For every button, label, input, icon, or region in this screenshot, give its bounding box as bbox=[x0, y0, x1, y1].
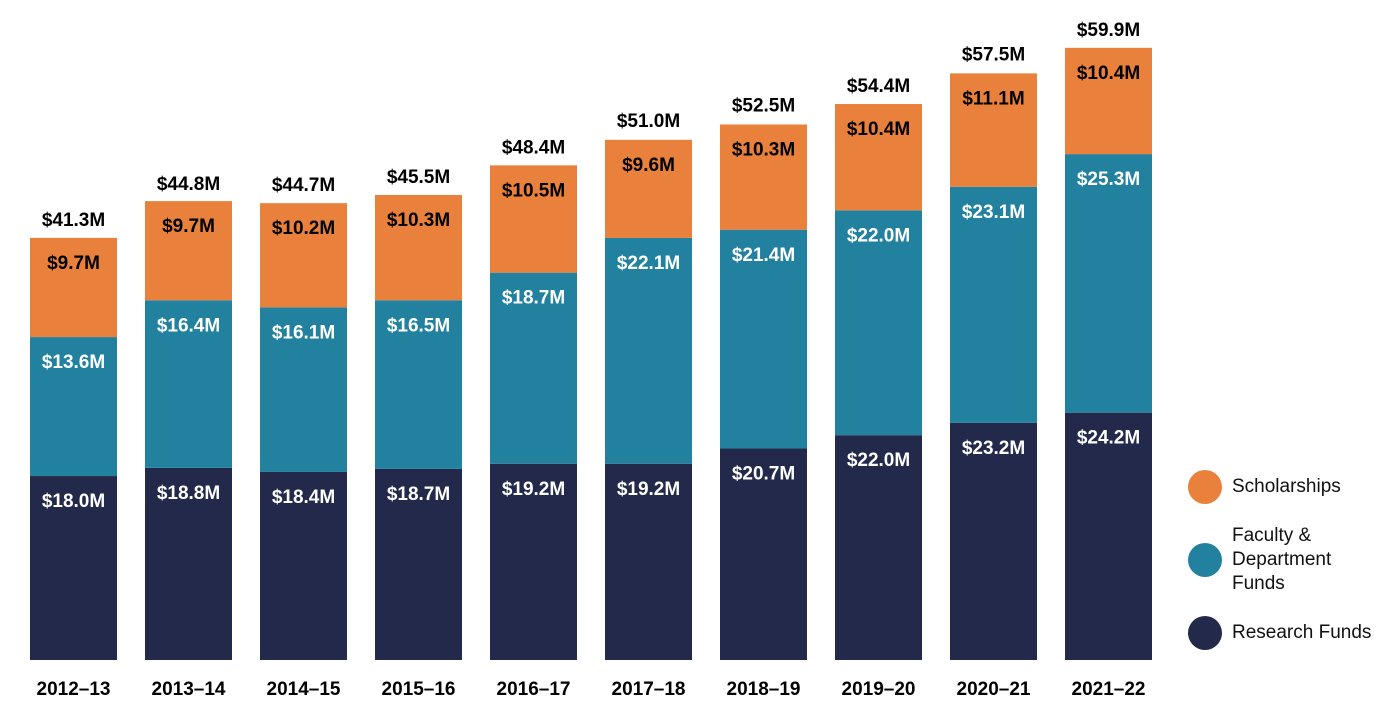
value-label: $16.1M bbox=[272, 322, 335, 343]
x-tick-label: 2015–16 bbox=[382, 679, 456, 700]
value-label: $10.4M bbox=[1077, 63, 1140, 84]
value-label: $18.8M bbox=[157, 483, 220, 504]
total-label: $57.5M bbox=[962, 44, 1025, 65]
bar-segment bbox=[1065, 47, 1152, 155]
legend: Scholarships Faculty & Department Funds Re… bbox=[1188, 470, 1371, 670]
bar-segment bbox=[1065, 154, 1152, 413]
x-tick-label: 2019–20 bbox=[842, 679, 916, 700]
value-label: $18.4M bbox=[272, 487, 335, 508]
bar-segment bbox=[605, 139, 692, 238]
legend-swatch bbox=[1188, 543, 1222, 577]
bar-segment bbox=[145, 467, 232, 660]
legend-item: Research Funds bbox=[1188, 616, 1371, 650]
bar-segment bbox=[30, 337, 117, 477]
total-label: $48.4M bbox=[502, 137, 565, 158]
bar-segment bbox=[605, 463, 692, 660]
legend-label: Research Funds bbox=[1232, 622, 1372, 643]
total-label: $52.5M bbox=[732, 95, 795, 116]
bar-segment bbox=[720, 448, 807, 660]
bar-segment bbox=[835, 210, 922, 436]
value-label: $19.2M bbox=[617, 479, 680, 500]
value-label: $24.2M bbox=[1077, 428, 1140, 449]
bar-segment bbox=[375, 468, 462, 660]
bar-segment bbox=[720, 124, 807, 230]
bar-segment bbox=[605, 237, 692, 464]
value-label: $10.4M bbox=[847, 119, 910, 140]
value-label: $23.2M bbox=[962, 438, 1025, 459]
bar-segment bbox=[950, 73, 1037, 187]
value-label: $22.0M bbox=[847, 225, 910, 246]
x-tick-label: 2020–21 bbox=[957, 679, 1031, 700]
value-label: $10.2M bbox=[272, 218, 335, 239]
value-label: $18.7M bbox=[502, 288, 565, 309]
value-label: $23.1M bbox=[962, 202, 1025, 223]
value-label: $25.3M bbox=[1077, 169, 1140, 190]
legend-item: Scholarships bbox=[1188, 470, 1371, 504]
x-tick-label: 2012–13 bbox=[37, 679, 111, 700]
value-label: $19.2M bbox=[502, 479, 565, 500]
bar-segment bbox=[490, 272, 577, 464]
value-label: $16.4M bbox=[157, 315, 220, 336]
value-label: $18.0M bbox=[42, 491, 105, 512]
value-label: $21.4M bbox=[732, 245, 795, 266]
bar-segment bbox=[720, 229, 807, 449]
x-tick-label: 2017–18 bbox=[612, 679, 686, 700]
value-label: $22.1M bbox=[617, 253, 680, 274]
value-label: $10.5M bbox=[502, 180, 565, 201]
bar-segment bbox=[835, 435, 922, 660]
value-label: $11.1M bbox=[962, 88, 1024, 109]
value-label: $20.7M bbox=[732, 463, 795, 484]
total-label: $51.0M bbox=[617, 111, 680, 132]
bar-segment bbox=[375, 194, 462, 301]
bar-segment bbox=[260, 307, 347, 472]
x-tick-label: 2018–19 bbox=[727, 679, 801, 700]
total-label: $54.4M bbox=[847, 76, 910, 97]
bar-segment bbox=[375, 300, 462, 469]
legend-item: Faculty & Department Funds bbox=[1188, 524, 1371, 596]
legend-label: Scholarships bbox=[1232, 476, 1341, 497]
total-label: $44.8M bbox=[157, 174, 220, 195]
total-label: $41.3M bbox=[42, 210, 105, 231]
legend-swatch bbox=[1188, 470, 1222, 504]
bar-segment bbox=[145, 201, 232, 301]
value-label: $22.0M bbox=[847, 450, 910, 471]
bar-segment bbox=[490, 165, 577, 273]
x-tick-label: 2014–15 bbox=[267, 679, 341, 700]
bar-segment bbox=[260, 471, 347, 660]
bar-segment bbox=[950, 422, 1037, 660]
bar-segment bbox=[260, 203, 347, 308]
bar-segment bbox=[30, 476, 117, 660]
total-label: $45.5M bbox=[387, 167, 450, 188]
x-tick-label: 2013–14 bbox=[152, 679, 226, 700]
value-label: $9.7M bbox=[162, 216, 215, 237]
bar-segment bbox=[490, 463, 577, 660]
bar-segment bbox=[30, 237, 117, 338]
value-label: $16.5M bbox=[387, 315, 450, 336]
bar-segment bbox=[835, 104, 922, 211]
legend-swatch bbox=[1188, 616, 1222, 650]
bar-segment bbox=[950, 186, 1037, 423]
value-label: $9.6M bbox=[622, 155, 675, 176]
value-label: $10.3M bbox=[732, 139, 795, 160]
value-label: $9.7M bbox=[47, 253, 100, 274]
total-label: $44.7M bbox=[272, 175, 335, 196]
bar-segment bbox=[145, 300, 232, 468]
value-label: $18.7M bbox=[387, 484, 450, 505]
legend-label: Faculty & Department Funds bbox=[1232, 525, 1332, 594]
total-label: $59.9M bbox=[1077, 20, 1140, 41]
x-tick-label: 2021–22 bbox=[1072, 679, 1146, 700]
value-label: $13.6M bbox=[42, 352, 105, 373]
x-tick-label: 2016–17 bbox=[497, 679, 571, 700]
value-label: $10.3M bbox=[387, 210, 450, 231]
chart: $18.0M $13.6M $9.7M $41.3M 2012–13 $18.8M $16.… bbox=[30, 20, 1152, 700]
bar-segment bbox=[1065, 412, 1152, 660]
